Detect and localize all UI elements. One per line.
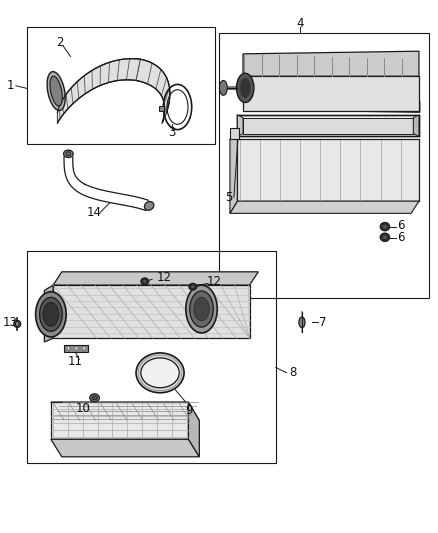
Polygon shape — [230, 128, 239, 139]
Polygon shape — [230, 201, 419, 213]
Text: 10: 10 — [75, 402, 90, 415]
Polygon shape — [51, 439, 199, 457]
Polygon shape — [237, 115, 419, 136]
Polygon shape — [51, 402, 188, 439]
Text: 12: 12 — [157, 271, 172, 284]
Text: 11: 11 — [67, 354, 82, 368]
Ellipse shape — [66, 152, 71, 156]
Polygon shape — [237, 139, 419, 201]
Text: 9: 9 — [186, 403, 193, 416]
Ellipse shape — [43, 302, 59, 326]
Polygon shape — [230, 139, 237, 213]
Ellipse shape — [90, 394, 99, 402]
Polygon shape — [53, 272, 258, 285]
Ellipse shape — [186, 285, 217, 333]
Ellipse shape — [219, 80, 227, 95]
Ellipse shape — [240, 78, 251, 98]
Ellipse shape — [194, 297, 209, 321]
Text: 3: 3 — [169, 126, 176, 139]
Polygon shape — [44, 285, 53, 342]
Ellipse shape — [136, 353, 184, 393]
Ellipse shape — [39, 297, 62, 332]
Text: 6: 6 — [397, 231, 405, 244]
Text: 4: 4 — [296, 17, 304, 29]
Bar — [27, 27, 215, 144]
Text: 13: 13 — [3, 316, 18, 329]
Text: 5: 5 — [226, 191, 233, 204]
Ellipse shape — [50, 76, 62, 106]
Polygon shape — [57, 59, 170, 123]
Ellipse shape — [67, 347, 70, 350]
Text: 12: 12 — [207, 275, 222, 288]
Polygon shape — [243, 118, 413, 134]
Ellipse shape — [14, 320, 21, 327]
Polygon shape — [237, 115, 243, 136]
Polygon shape — [188, 402, 199, 457]
Text: 14: 14 — [87, 206, 102, 219]
Ellipse shape — [47, 71, 65, 110]
Ellipse shape — [92, 395, 97, 400]
Ellipse shape — [382, 224, 388, 229]
Ellipse shape — [141, 278, 149, 285]
Text: 2: 2 — [56, 36, 64, 49]
Ellipse shape — [190, 291, 213, 327]
Polygon shape — [243, 76, 419, 111]
Ellipse shape — [382, 235, 388, 240]
Polygon shape — [413, 115, 419, 136]
Ellipse shape — [380, 233, 390, 241]
Bar — [27, 251, 276, 463]
Bar — [219, 33, 428, 298]
Ellipse shape — [380, 222, 390, 231]
Ellipse shape — [189, 283, 197, 290]
Ellipse shape — [35, 292, 66, 337]
Ellipse shape — [143, 279, 147, 283]
Polygon shape — [250, 75, 420, 112]
Text: 8: 8 — [289, 366, 296, 379]
Bar — [159, 106, 164, 111]
Polygon shape — [53, 285, 250, 338]
Ellipse shape — [141, 358, 179, 387]
Ellipse shape — [237, 73, 254, 102]
Ellipse shape — [299, 317, 305, 328]
Polygon shape — [51, 402, 199, 421]
Polygon shape — [243, 51, 419, 76]
Text: 6: 6 — [397, 219, 405, 231]
Text: 7: 7 — [319, 316, 327, 329]
Text: 1: 1 — [7, 79, 14, 92]
Polygon shape — [64, 345, 88, 352]
Ellipse shape — [191, 285, 195, 288]
Ellipse shape — [64, 150, 73, 158]
Ellipse shape — [75, 347, 78, 350]
Ellipse shape — [83, 347, 85, 350]
Ellipse shape — [145, 201, 154, 211]
